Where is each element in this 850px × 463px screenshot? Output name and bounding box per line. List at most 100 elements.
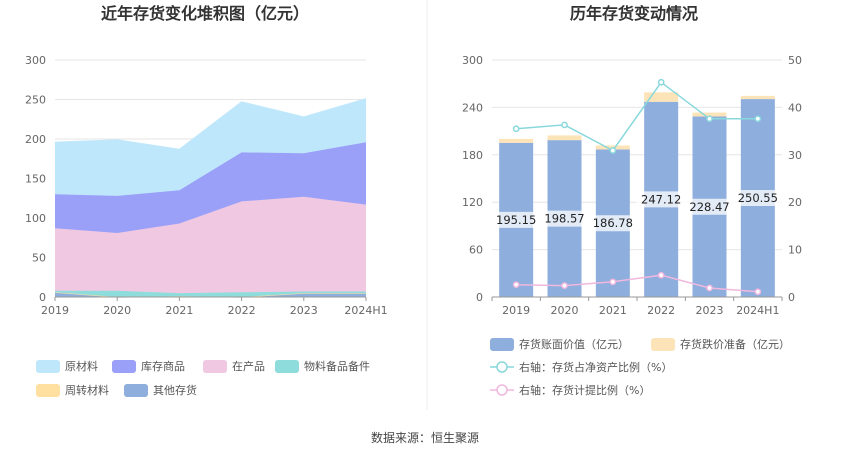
y-tick-label: 200 <box>25 133 46 146</box>
legend-item: 其他存货 <box>124 383 197 397</box>
line-point <box>706 284 713 292</box>
line-右轴：存货计提比例（%） <box>516 274 758 293</box>
y2-tick-label: 20 <box>788 196 802 209</box>
legend-item: 库存商品 <box>112 359 185 373</box>
line-右轴：存货占净资产比例（%） <box>516 81 758 152</box>
bar-label-bg <box>684 198 735 215</box>
line-point <box>609 278 617 286</box>
bar-value-label: 247.12 <box>641 192 681 206</box>
line-point <box>561 121 568 129</box>
legend-swatch <box>124 384 148 397</box>
x-tick-label: 2020 <box>551 304 579 317</box>
line-point <box>657 78 665 86</box>
y-tick-label: 100 <box>25 212 46 225</box>
legend-swatch <box>36 384 60 397</box>
legend-item: 右轴：存货计提比例（%） <box>490 383 650 397</box>
y-tick-label: 60 <box>469 244 483 257</box>
y-tick-label: 120 <box>462 196 483 209</box>
data-source: 数据来源：恒生聚源 <box>371 430 479 445</box>
y-tick-label: 180 <box>462 149 483 162</box>
line-point <box>561 282 568 289</box>
y-tick-label: 240 <box>462 101 483 114</box>
right-x-axis-ticks: 2019 2020 2021 2022 2023 2024H1 <box>491 296 783 317</box>
left-chart-title: 近年存货变化堆积图（亿元） <box>101 4 309 23</box>
y2-tick-label: 50 <box>788 54 802 67</box>
bar-value-label: 195.15 <box>496 213 536 227</box>
legend-swatch <box>36 360 60 373</box>
left-area-series <box>54 98 367 298</box>
x-tick-label: 2019 <box>502 304 530 317</box>
left-x-axis-ticks: 2019 2020 2021 2022 2023 2024H1 <box>41 296 388 317</box>
x-tick-label: 2021 <box>165 304 193 317</box>
line-point <box>706 115 713 123</box>
legend-item: 右轴：存货占净资产比例（%） <box>490 360 672 374</box>
x-tick-label: 2024H1 <box>736 304 779 317</box>
legend-item: 存货跌价准备（亿元） <box>651 337 790 351</box>
legend-label: 右轴：存货计提比例（%） <box>519 383 650 397</box>
area-edge-原材料 <box>54 98 367 150</box>
y2-tick-label: 0 <box>788 291 795 304</box>
y-tick-label: 250 <box>25 94 46 107</box>
bar-value-label: 198.57 <box>544 212 584 226</box>
right-legend: 存货账面价值（亿元） 存货跌价准备（亿元） 右轴：存货占净资产比例（%） 右轴：存货计… <box>490 337 790 397</box>
bar-label-bg <box>732 190 783 207</box>
x-tick-label: 2022 <box>228 304 256 317</box>
bar-impairment <box>499 138 534 143</box>
legend-label: 在产品 <box>232 359 265 373</box>
bar-impairment <box>644 92 679 102</box>
line-point <box>657 271 665 279</box>
right-chart-title: 历年存货变动情况 <box>570 4 698 23</box>
bar-value-label: 250.55 <box>738 191 778 205</box>
bar-impairment <box>692 112 727 117</box>
area-原材料 <box>55 98 366 196</box>
line-point <box>512 125 520 133</box>
legend-label: 物料备品备件 <box>304 359 370 373</box>
legend-marker <box>496 384 508 396</box>
legend-label: 原材料 <box>65 359 98 373</box>
x-tick-label: 2023 <box>290 304 318 317</box>
right-y2-axis-ticks: 0 10 20 30 40 50 <box>788 54 802 304</box>
bar-impairment <box>740 95 775 100</box>
bar-value-label: 186.78 <box>593 216 633 230</box>
stacked-area-chart: 近年存货变化堆积图（亿元） 0 50 100 150 200 250 300 2019 202… <box>25 4 388 397</box>
bar-value-label: 228.47 <box>689 200 729 214</box>
legend-swatch <box>490 338 514 351</box>
area-在产品 <box>55 196 366 294</box>
x-tick-label: 2021 <box>599 304 627 317</box>
y-tick-label: 0 <box>39 291 46 304</box>
legend-label: 存货账面价值（亿元） <box>519 337 629 351</box>
x-tick-label: 2024H1 <box>344 304 387 317</box>
legend-label: 其他存货 <box>153 383 197 397</box>
bar-label-bg <box>491 211 542 228</box>
y2-tick-label: 30 <box>788 149 802 162</box>
legend-swatch <box>112 360 136 373</box>
y2-tick-label: 40 <box>788 101 802 114</box>
left-y-axis-ticks: 0 50 100 150 200 250 300 <box>25 54 46 304</box>
legend-item: 周转材料 <box>36 383 109 397</box>
right-line-series <box>512 78 762 296</box>
legend-item: 物料备品备件 <box>275 359 370 373</box>
line-point <box>512 281 520 289</box>
line-point <box>754 288 762 296</box>
x-tick-label: 2022 <box>647 304 675 317</box>
right-bar-labels: 195.15 198.57 186.78 247.12 228.47 250.55 <box>491 190 783 232</box>
legend-item: 存货账面价值（亿元） <box>490 337 629 351</box>
line-point <box>609 147 617 154</box>
x-tick-label: 2020 <box>103 304 131 317</box>
legend-label: 库存商品 <box>141 359 185 373</box>
legend-label: 右轴：存货占净资产比例（%） <box>519 360 672 374</box>
legend-swatch <box>275 360 299 373</box>
legend-swatch <box>203 360 227 373</box>
x-tick-label: 2023 <box>696 304 724 317</box>
bar-label-bg <box>636 191 687 208</box>
bar-label-bg <box>587 215 638 232</box>
legend-marker <box>496 361 508 373</box>
area-edge-库存商品 <box>54 141 367 197</box>
x-tick-label: 2019 <box>41 304 69 317</box>
legend-swatch <box>651 338 675 351</box>
y-tick-label: 300 <box>25 54 46 67</box>
y-tick-label: 300 <box>462 54 483 67</box>
